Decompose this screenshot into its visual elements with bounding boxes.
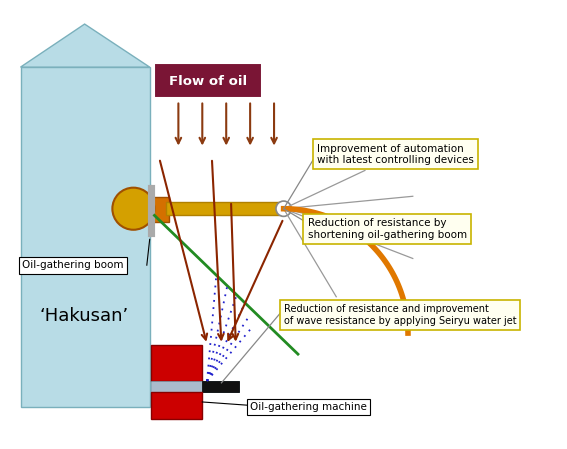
Bar — [20, 67, 150, 407]
Bar — [150, 197, 169, 222]
Text: Reduction of resistance by
shortening oil-gathering boom: Reduction of resistance by shortening oi… — [307, 218, 467, 240]
Bar — [166, 202, 284, 216]
Text: ‘Hakusan’: ‘Hakusan’ — [40, 307, 129, 325]
Circle shape — [276, 201, 291, 216]
Text: Oil-gathering boom: Oil-gathering boom — [23, 260, 124, 270]
Text: Improvement of automation
with latest controlling devices: Improvement of automation with latest co… — [317, 144, 474, 165]
Bar — [151, 392, 202, 419]
Text: Flow of oil: Flow of oil — [169, 75, 247, 88]
Text: Reduction of resistance and improvement
of wave resistance by applying Seiryu wa: Reduction of resistance and improvement … — [284, 304, 516, 326]
Circle shape — [112, 188, 154, 230]
Bar — [151, 381, 239, 392]
FancyBboxPatch shape — [154, 63, 261, 98]
Polygon shape — [20, 24, 150, 67]
Bar — [202, 381, 239, 392]
Bar — [151, 344, 202, 381]
Text: Oil-gathering machine: Oil-gathering machine — [250, 402, 367, 412]
